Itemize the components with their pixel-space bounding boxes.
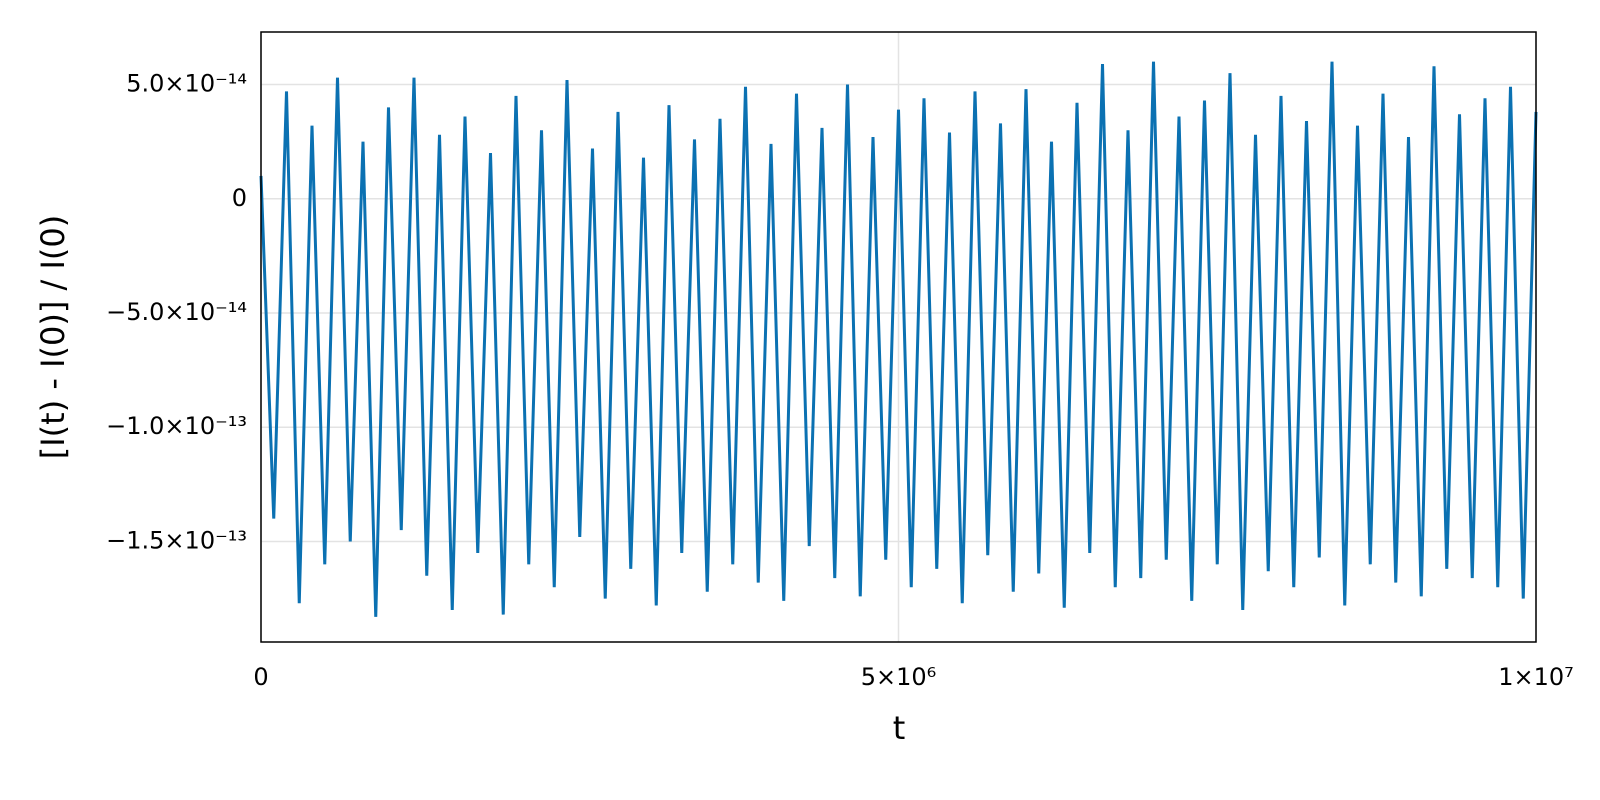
plot-frame [260, 31, 1537, 643]
data-line [259, 61, 1538, 617]
y-tick-label: 0 [232, 184, 247, 212]
y-tick-label: −1.5×10⁻¹³ [106, 526, 247, 554]
y-tick-label: 5.0×10⁻¹⁴ [126, 70, 247, 98]
x-tick-label: 1×10⁷ [1498, 663, 1574, 691]
y-tick-label: −1.0×10⁻¹³ [106, 412, 247, 440]
y-tick-label: −5.0×10⁻¹⁴ [106, 298, 247, 326]
x-axis-title: t [893, 709, 906, 747]
x-tick-label: 5×10⁶ [861, 663, 937, 691]
x-tick-label: 0 [253, 663, 268, 691]
y-axis-title: [I(t) - I(0)] / I(0) [34, 215, 72, 459]
